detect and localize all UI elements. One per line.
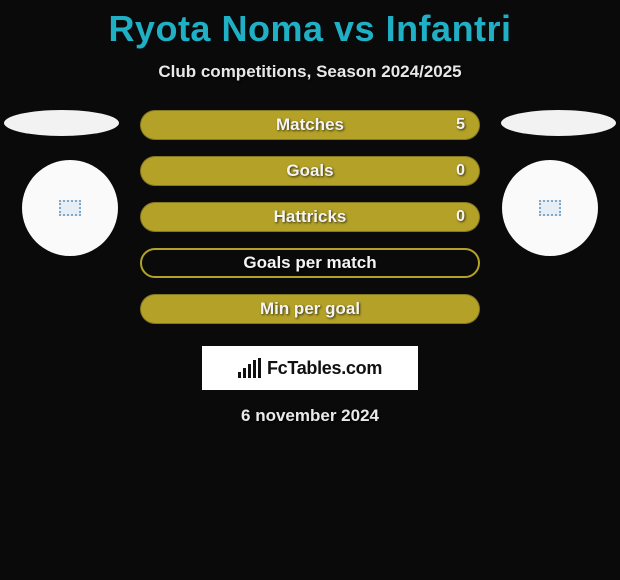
stat-rows: Matches 5 Goals 0 Hattricks 0 Goals per …: [140, 110, 480, 340]
player1-name: Ryota Noma: [108, 8, 323, 49]
footer-date: 6 november 2024: [0, 406, 620, 426]
player2-avatar: [502, 160, 598, 256]
placeholder-icon: [59, 200, 81, 216]
stat-label: Goals per match: [243, 253, 376, 273]
chart-icon: [238, 358, 261, 378]
player2-shadow: [501, 110, 616, 136]
player1-avatar: [22, 160, 118, 256]
comparison-stage: Matches 5 Goals 0 Hattricks 0 Goals per …: [0, 110, 620, 340]
stat-row-hattricks: Hattricks 0: [140, 202, 480, 232]
vs-label: vs: [334, 8, 375, 49]
stat-label: Hattricks: [274, 207, 347, 227]
branding-text: FcTables.com: [267, 358, 382, 379]
stat-value: 0: [456, 208, 465, 226]
stat-row-goals: Goals 0: [140, 156, 480, 186]
page-title: Ryota Noma vs Infantri: [0, 0, 620, 50]
subtitle: Club competitions, Season 2024/2025: [0, 62, 620, 82]
branding-box: FcTables.com: [202, 346, 418, 390]
placeholder-icon: [539, 200, 561, 216]
stat-label: Min per goal: [260, 299, 360, 319]
stat-value: 5: [456, 116, 465, 134]
stat-row-gpm: Goals per match: [140, 248, 480, 278]
player2-name: Infantri: [386, 8, 512, 49]
stat-value: 0: [456, 162, 465, 180]
stat-label: Goals: [286, 161, 333, 181]
stat-row-matches: Matches 5: [140, 110, 480, 140]
stat-label: Matches: [276, 115, 344, 135]
stat-row-mpg: Min per goal: [140, 294, 480, 324]
player1-shadow: [4, 110, 119, 136]
